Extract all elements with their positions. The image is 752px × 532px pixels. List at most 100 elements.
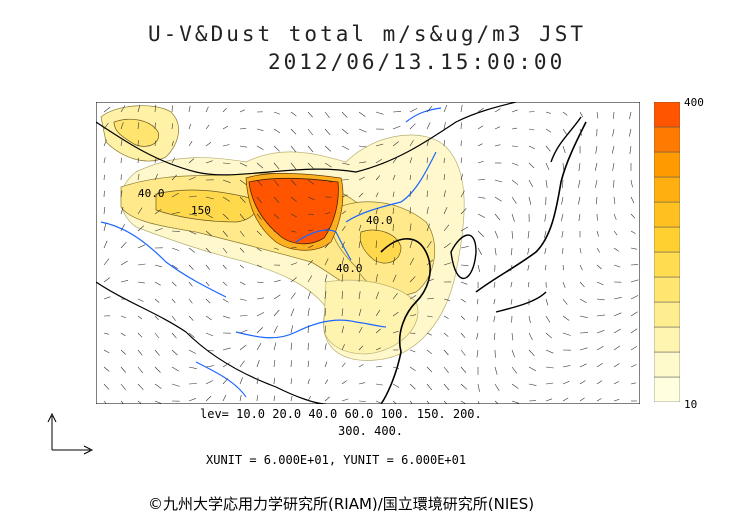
wind-vector bbox=[256, 247, 262, 252]
wind-vector bbox=[594, 162, 598, 171]
wind-vector bbox=[273, 247, 279, 250]
scale-band bbox=[653, 226, 681, 253]
wind-vector bbox=[443, 139, 445, 147]
wind-vector bbox=[273, 196, 280, 203]
wind-vector bbox=[290, 325, 293, 334]
wind-vector bbox=[290, 196, 297, 202]
wind-vector bbox=[103, 332, 109, 335]
wind-vector bbox=[120, 280, 129, 283]
wind-vector bbox=[137, 207, 143, 215]
wind-vector bbox=[409, 123, 416, 130]
wind-vector bbox=[409, 174, 412, 181]
wind-vector bbox=[510, 281, 513, 288]
wind-vector bbox=[375, 274, 378, 283]
wind-vector bbox=[426, 241, 432, 249]
wind-vector bbox=[137, 122, 140, 130]
wind-vector bbox=[612, 162, 615, 171]
wind-vector bbox=[154, 173, 158, 181]
wind-vector bbox=[426, 400, 430, 404]
wind-vector bbox=[579, 298, 587, 303]
wind-vector bbox=[493, 315, 496, 323]
wind-vector bbox=[460, 315, 466, 320]
wind-vector bbox=[239, 298, 247, 301]
wind-vector bbox=[324, 396, 330, 402]
wind-vector bbox=[426, 332, 432, 336]
wind-vector bbox=[341, 362, 346, 368]
wind-vector bbox=[630, 213, 636, 219]
vector-unit-label: XUNIT = 6.000E+01, YUNIT = 6.000E+01 bbox=[206, 453, 467, 467]
wind-vector bbox=[392, 125, 401, 130]
copyright-notice: ©九州大学応用力学研究所(RIAM)/国立環境研究所(NIES) bbox=[148, 495, 535, 513]
wind-vector bbox=[477, 196, 486, 199]
wind-vector bbox=[493, 298, 496, 305]
wind-vector bbox=[426, 190, 428, 198]
wind-vector bbox=[409, 257, 415, 266]
wind-vector bbox=[188, 383, 197, 385]
wind-vector bbox=[477, 213, 486, 218]
wind-vector bbox=[256, 162, 264, 169]
wind-vector bbox=[103, 296, 111, 300]
wind-vector bbox=[103, 349, 110, 354]
wind-vector bbox=[154, 281, 161, 286]
wind-vector bbox=[443, 122, 446, 130]
wind-vector bbox=[460, 400, 467, 404]
wind-vector bbox=[273, 162, 280, 170]
wind-vector bbox=[443, 224, 450, 232]
color-scale bbox=[653, 101, 681, 406]
wind-vector bbox=[273, 111, 280, 115]
wind-vector bbox=[205, 196, 214, 200]
wind-vector bbox=[579, 363, 587, 368]
wind-vector bbox=[613, 179, 615, 188]
wind-vector bbox=[613, 345, 621, 351]
wind-vector bbox=[290, 292, 296, 300]
wind-vector bbox=[596, 230, 599, 237]
wind-vector bbox=[188, 349, 197, 354]
wind-vector bbox=[290, 395, 293, 402]
wind-vector bbox=[596, 398, 602, 402]
wind-vector bbox=[358, 111, 366, 117]
wind-vector bbox=[188, 366, 197, 369]
wind-vector bbox=[596, 362, 603, 368]
wind-vector bbox=[613, 247, 619, 252]
wind-vector bbox=[409, 383, 416, 390]
wind-vector bbox=[188, 230, 197, 235]
wind-vector bbox=[528, 162, 535, 169]
wind-vector bbox=[120, 105, 126, 113]
wind-vector bbox=[307, 342, 309, 351]
scale-band bbox=[653, 251, 681, 278]
wind-vector bbox=[307, 378, 310, 385]
wind-vector bbox=[205, 298, 211, 304]
wind-vector bbox=[273, 213, 280, 219]
wind-vector bbox=[239, 264, 245, 269]
wind-vector bbox=[222, 315, 230, 319]
wind-vector bbox=[630, 295, 639, 300]
wind-vector bbox=[630, 311, 638, 317]
wind-vector bbox=[137, 349, 143, 356]
wind-vector bbox=[358, 257, 360, 266]
wind-vector bbox=[307, 245, 314, 249]
wind-vector bbox=[613, 111, 615, 119]
wind-vector bbox=[137, 190, 141, 198]
wind-vector bbox=[324, 111, 330, 118]
wind-vector bbox=[341, 225, 346, 232]
wind-vector bbox=[239, 196, 246, 203]
wind-vector bbox=[120, 315, 127, 319]
wind-vector bbox=[443, 190, 446, 198]
wind-vector bbox=[629, 111, 632, 120]
wind-vector bbox=[137, 104, 141, 113]
wind-vector bbox=[443, 332, 449, 337]
wind-vector bbox=[341, 344, 345, 351]
wind-vector bbox=[613, 312, 622, 317]
wind-vector bbox=[443, 315, 449, 319]
wind-vector bbox=[595, 179, 598, 188]
wind-vector bbox=[256, 145, 264, 150]
wind-vector bbox=[324, 308, 326, 317]
wind-vector bbox=[154, 366, 161, 373]
wind-vector bbox=[171, 281, 177, 287]
wind-vector bbox=[477, 400, 480, 404]
wind-vector bbox=[493, 281, 496, 288]
wind-vector bbox=[528, 349, 535, 357]
wind-vector bbox=[307, 145, 314, 153]
wind-vector bbox=[358, 400, 367, 402]
wind-vector bbox=[358, 240, 361, 249]
